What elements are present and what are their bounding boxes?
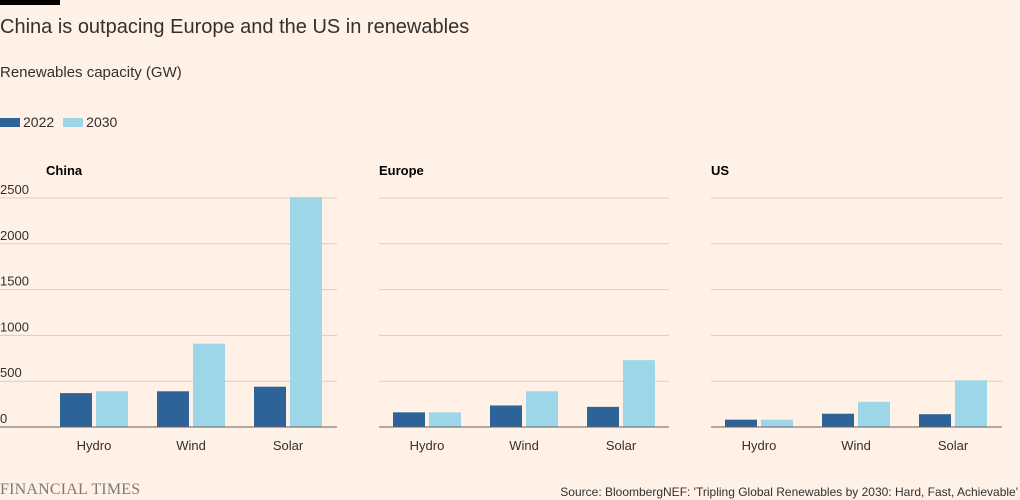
x-tick-label: Hydro bbox=[742, 438, 777, 453]
bar-us-hydro-2030 bbox=[761, 419, 793, 427]
source-note: Source: BloombergNEF: 'Tripling Global R… bbox=[560, 485, 1018, 499]
x-tick-label: Solar bbox=[938, 438, 969, 453]
panel-label-europe: Europe bbox=[379, 163, 424, 178]
legend-swatch-2022 bbox=[0, 117, 20, 127]
legend-label-2022: 2022 bbox=[23, 114, 55, 130]
bar-europe-wind-2022 bbox=[490, 405, 522, 427]
chart-title: China is outpacing Europe and the US in … bbox=[0, 16, 470, 38]
x-tick-label: Solar bbox=[273, 438, 304, 453]
legend-item-2030: 2030 bbox=[63, 114, 117, 130]
bar-china-hydro-2030 bbox=[96, 391, 128, 427]
bar-us-solar-2022 bbox=[919, 414, 951, 427]
bar-china-solar-2022 bbox=[254, 386, 286, 427]
bar-us-solar-2030 bbox=[955, 380, 987, 427]
y-tick-label: 0 bbox=[0, 411, 7, 426]
bar-china-wind-2022 bbox=[157, 391, 189, 427]
legend: 2022 2030 bbox=[0, 114, 126, 130]
x-tick-label: Hydro bbox=[77, 438, 112, 453]
legend-label-2030: 2030 bbox=[86, 114, 118, 130]
bar-europe-hydro-2022 bbox=[393, 412, 425, 427]
x-tick-label: Solar bbox=[606, 438, 637, 453]
x-tick-label: Hydro bbox=[410, 438, 445, 453]
x-tick-label: Wind bbox=[841, 438, 871, 453]
chart-subtitle: Renewables capacity (GW) bbox=[0, 64, 182, 81]
legend-swatch-2030 bbox=[63, 117, 84, 127]
bar-europe-solar-2022 bbox=[587, 406, 619, 427]
bar-us-wind-2022 bbox=[822, 413, 854, 427]
brand-bar bbox=[0, 0, 60, 5]
x-tick-label: Wind bbox=[509, 438, 539, 453]
y-tick-label: 2000 bbox=[0, 228, 29, 243]
y-tick-label: 1500 bbox=[0, 274, 29, 289]
bar-europe-hydro-2030 bbox=[429, 412, 461, 427]
bar-europe-solar-2030 bbox=[623, 360, 655, 427]
y-tick-label: 2500 bbox=[0, 182, 29, 197]
bar-china-hydro-2022 bbox=[60, 393, 92, 427]
bar-us-hydro-2022 bbox=[725, 419, 757, 427]
bar-china-solar-2030 bbox=[290, 197, 322, 427]
panel-label-china: China bbox=[46, 163, 83, 178]
panel-label-us: US bbox=[711, 163, 729, 178]
bar-chart: China 0 500 1000 1500 2000 2500 Hydro Wind Solar E… bbox=[0, 163, 1002, 453]
bar-china-wind-2030 bbox=[193, 343, 225, 427]
x-tick-label: Wind bbox=[176, 438, 206, 453]
y-tick-label: 1000 bbox=[0, 319, 29, 334]
bar-europe-wind-2030 bbox=[526, 391, 558, 427]
ft-logo: FINANCIAL TIMES bbox=[0, 481, 141, 498]
legend-item-2022: 2022 bbox=[0, 114, 54, 130]
bar-us-wind-2030 bbox=[858, 401, 890, 427]
y-tick-label: 500 bbox=[0, 365, 22, 380]
